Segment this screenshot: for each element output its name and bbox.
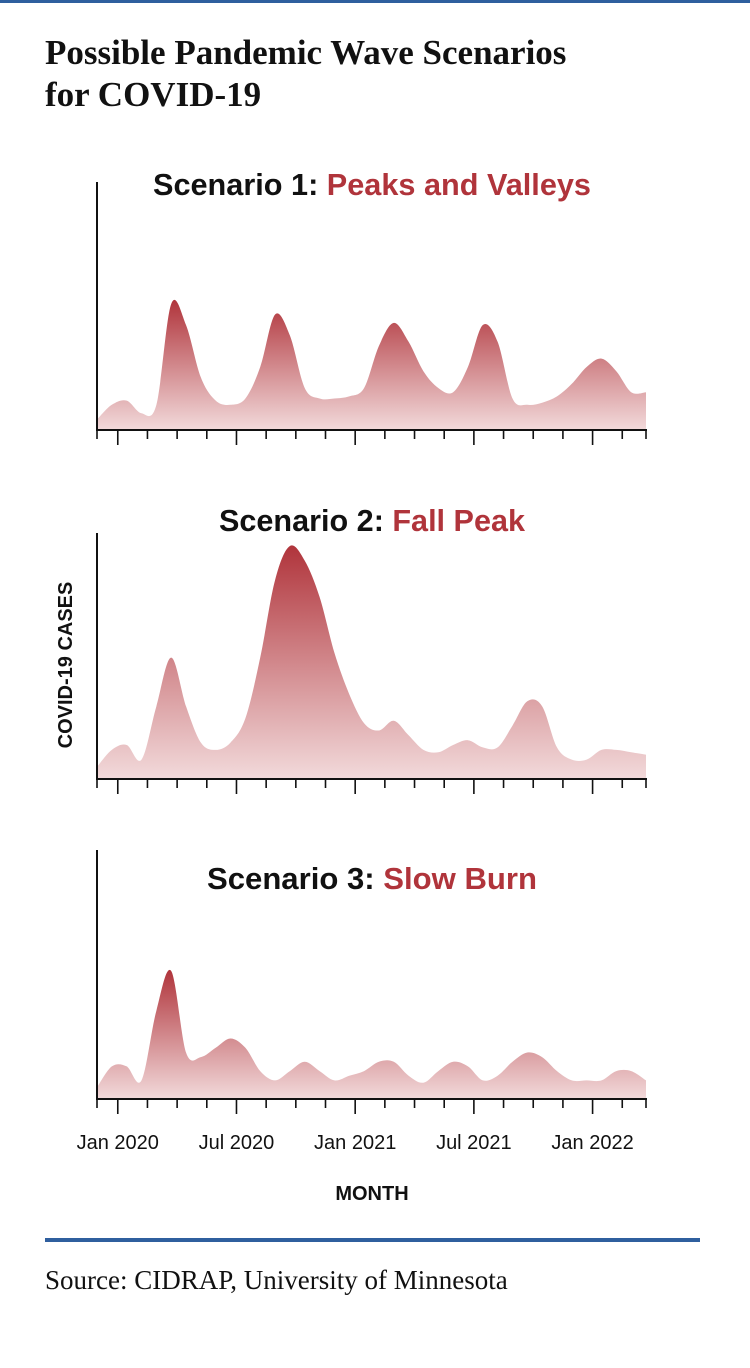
title-line-1: Possible Pandemic Wave Scenarios [45, 33, 567, 72]
scenario-1-title: Scenario 1: Peaks and Valleys [153, 167, 591, 202]
scenario-3-panel: Scenario 3: Slow Burn Jan 2020 Jul 2020 Jan… [77, 850, 647, 1205]
scenario-1-panel: Scenario 1: Peaks and Valleys [96, 167, 647, 445]
x-tick-label: Jan 2022 [551, 1132, 633, 1154]
scenario-title-prefix: Scenario 3: [207, 861, 383, 896]
scenario-title-prefix: Scenario 2: [219, 503, 392, 538]
x-tick-label: Jan 2021 [314, 1132, 396, 1154]
title-line-2: for COVID-19 [45, 75, 262, 114]
scenario-2-panel: Scenario 2: Fall Peak COVID-19 CASES [55, 503, 647, 794]
x-tick-label: Jan 2020 [77, 1132, 159, 1154]
source-note: Source: CIDRAP, University of Minnesota [45, 1265, 508, 1295]
y-axis-label: COVID-19 CASES [55, 582, 77, 749]
scenario-1-area [97, 299, 646, 430]
scenario-3-title: Scenario 3: Slow Burn [207, 861, 537, 896]
top-rule [0, 0, 750, 3]
scenario-title-highlight: Peaks and Valleys [327, 167, 591, 202]
scenario-title-highlight: Slow Burn [383, 861, 537, 896]
source-divider [45, 1238, 700, 1242]
scenario-3-area [97, 969, 646, 1099]
page-title: Possible Pandemic Wave Scenarios for COV… [45, 32, 725, 116]
scenario-title-highlight: Fall Peak [392, 503, 525, 538]
x-tick-label: Jul 2021 [436, 1132, 512, 1154]
scenario-2-title: Scenario 2: Fall Peak [219, 503, 526, 538]
scenario-title-prefix: Scenario 1: [153, 167, 327, 202]
x-tick-label: Jul 2020 [199, 1132, 275, 1154]
scenario-2-area [97, 545, 646, 779]
x-axis-label: MONTH [335, 1183, 408, 1205]
